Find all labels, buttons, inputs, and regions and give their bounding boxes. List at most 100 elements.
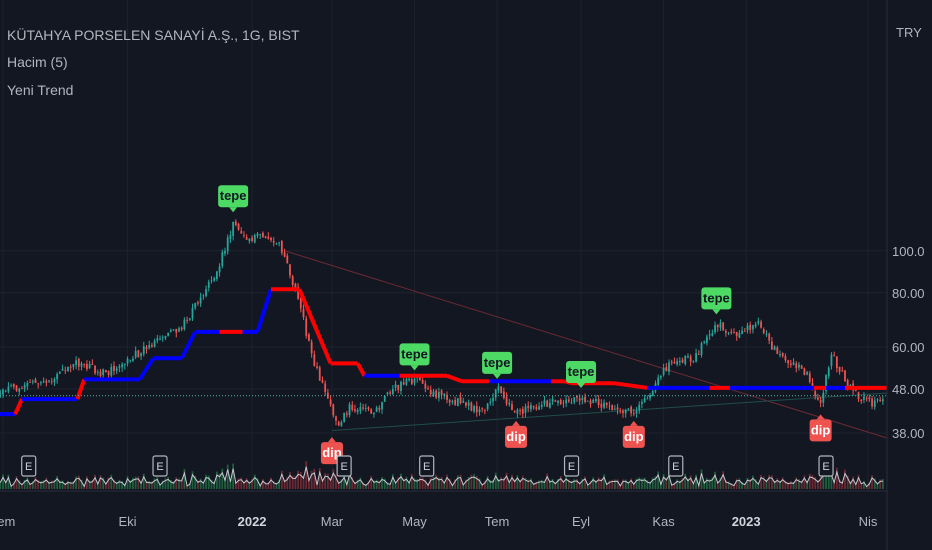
candle <box>389 390 392 395</box>
earnings-event-label: E <box>340 461 347 473</box>
candle <box>53 377 56 387</box>
candle <box>251 235 253 243</box>
trend-segment <box>446 373 463 384</box>
candle <box>335 415 337 426</box>
volume-bar <box>224 477 226 489</box>
tepe-marker[interactable]: tepe <box>566 361 597 389</box>
candle <box>448 398 451 407</box>
candle <box>94 365 96 375</box>
volume-bar <box>492 480 494 489</box>
volume-bar <box>18 480 21 489</box>
volume-bar <box>321 479 324 489</box>
candle <box>64 366 67 374</box>
dip-marker[interactable]: dip <box>622 420 645 448</box>
earnings-event-label: E <box>672 461 679 473</box>
dip-marker[interactable]: dip <box>505 420 528 448</box>
volume-bar <box>800 480 803 489</box>
volume-bar <box>475 475 478 489</box>
volume-bar <box>849 482 852 489</box>
symbol-legend[interactable]: KÜTAHYA PORSELEN SANAYİ A.Ş., 1G, BIST <box>7 27 300 43</box>
candle <box>494 388 497 401</box>
candle <box>272 237 275 247</box>
volume-bar <box>107 477 110 489</box>
volume-bar <box>129 480 132 489</box>
candle <box>229 230 232 244</box>
volume-bar <box>351 477 354 489</box>
candle <box>299 296 302 313</box>
volume-bar <box>538 480 540 489</box>
dip-marker[interactable]: dip <box>320 437 343 465</box>
candle <box>573 396 576 405</box>
candle <box>332 403 335 418</box>
candle <box>424 380 427 393</box>
volume-bar <box>156 477 159 489</box>
tepe-marker[interactable]: tepe <box>399 343 430 371</box>
volume-bar <box>113 479 115 489</box>
volume-bar <box>191 471 194 489</box>
volume-bar <box>264 482 267 489</box>
dip-marker[interactable]: dip <box>809 414 832 442</box>
time-axis[interactable]: Tem Eki 2022 Mar May Tem Eyl Kas 2023 Nis <box>0 514 878 529</box>
volume-bar <box>586 484 589 489</box>
candle <box>803 367 806 376</box>
candle <box>207 279 210 292</box>
candle <box>776 345 779 355</box>
earnings-event-icon[interactable]: E <box>21 455 37 477</box>
volume-bar <box>532 483 535 489</box>
candle <box>570 397 573 405</box>
candle <box>345 411 348 418</box>
candle <box>632 408 635 417</box>
candle <box>624 408 627 418</box>
candle <box>597 395 600 409</box>
price-axis[interactable]: 38.00 48.00 60.00 80.00 100.0 <box>892 244 925 441</box>
trend-segment <box>13 398 24 415</box>
candle <box>456 397 459 407</box>
volume-bar <box>765 479 768 489</box>
candle <box>69 364 72 373</box>
candle <box>714 321 716 335</box>
candle <box>700 341 703 358</box>
volume-bar <box>578 482 581 489</box>
earnings-event-icon[interactable]: E <box>419 455 435 477</box>
volume-bar <box>50 480 53 489</box>
volume-legend[interactable]: Hacim (5) <box>7 54 68 70</box>
volume-bar <box>494 472 497 489</box>
tepe-marker[interactable]: tepe <box>701 287 732 315</box>
tepe-marker[interactable]: tepe <box>218 185 249 213</box>
earnings-event-icon[interactable]: E <box>668 455 684 477</box>
tepe-marker[interactable]: tepe <box>482 351 513 379</box>
earnings-event-icon[interactable]: E <box>818 455 834 477</box>
trendline[interactable] <box>331 392 887 432</box>
volume-bar <box>741 482 744 489</box>
candle <box>381 401 383 414</box>
trendline[interactable] <box>284 250 888 439</box>
time-tick: Kas <box>652 514 675 529</box>
volume-bar <box>654 476 657 489</box>
volume-bar <box>416 479 419 489</box>
candle <box>310 339 313 358</box>
candle <box>808 370 811 384</box>
volume-bar <box>798 479 800 489</box>
earnings-event-icon[interactable]: E <box>152 455 168 477</box>
volume-bar <box>548 480 551 489</box>
candle <box>681 357 684 364</box>
volume-bar <box>554 482 557 489</box>
volume-ma-line <box>0 466 883 488</box>
candle <box>359 402 362 415</box>
indicator-legend[interactable]: Yeni Trend <box>7 82 74 98</box>
volume-bar <box>684 473 687 489</box>
candle <box>486 402 489 412</box>
candle <box>240 227 243 234</box>
candle <box>440 389 443 400</box>
earnings-event-icon[interactable]: E <box>336 455 352 477</box>
volume-bar <box>613 479 616 489</box>
candle <box>354 404 356 413</box>
volume-bar <box>570 480 573 489</box>
candle <box>605 402 608 409</box>
candle <box>356 408 359 415</box>
candle <box>280 240 283 256</box>
earnings-event-icon[interactable]: E <box>563 455 580 477</box>
volume-bar <box>202 481 205 489</box>
